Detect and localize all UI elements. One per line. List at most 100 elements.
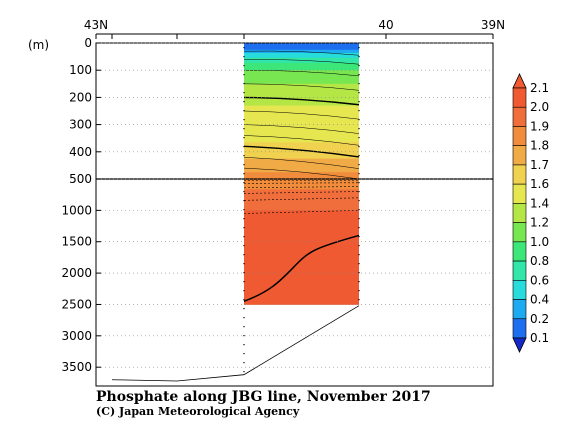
contour-line — [243, 156, 360, 169]
station-dots — [243, 47, 360, 373]
sample-dot — [358, 146, 360, 148]
bathymetry-path — [111, 305, 360, 382]
sample-dot — [243, 173, 245, 175]
section-band — [244, 43, 359, 45]
colorbar-label: 1.4 — [530, 196, 549, 210]
section-band — [244, 56, 359, 59]
section-band — [244, 156, 359, 159]
contour-line — [243, 110, 360, 120]
section-band — [244, 45, 359, 47]
sample-dot — [243, 191, 245, 193]
sample-dot — [243, 335, 245, 337]
colorbar: 2.1 2.0 1.9 1.8 1.7 1.6 1.4 1.2 1.0 0.8 0.6 0.4 0.2 0… — [512, 73, 549, 353]
sample-dot — [358, 299, 360, 301]
sample-dot — [243, 245, 245, 247]
contour-line-dashed — [243, 182, 360, 184]
section-band — [244, 210, 359, 227]
colorbar-box — [512, 87, 527, 108]
sample-dot — [243, 200, 245, 202]
depth-unit-label: (m) — [28, 38, 49, 52]
colorbar-label: 1.6 — [530, 177, 549, 191]
sample-dot — [243, 74, 245, 76]
colorbar-label: 0.8 — [530, 254, 549, 268]
sample-dot — [243, 47, 245, 49]
contour-line — [243, 145, 360, 158]
section-band — [244, 273, 359, 290]
bathymetry-line — [111, 305, 360, 382]
sample-dot — [243, 236, 245, 238]
section-band — [244, 90, 359, 94]
section-band — [244, 102, 359, 106]
section-band — [244, 163, 359, 166]
sample-dot — [243, 326, 245, 328]
sample-dot — [358, 281, 360, 283]
sample-dot — [243, 146, 245, 148]
section-band — [244, 176, 359, 180]
depth-axis-ticks: 0 100 200 300 400 500 1000 1500 2000 2500 3000 3500 — [61, 36, 493, 374]
sample-dot — [243, 182, 245, 184]
section-band — [244, 108, 359, 112]
contour-line — [243, 50, 360, 56]
depth-tick-label: 3000 — [61, 329, 92, 343]
contour-lines — [243, 50, 360, 303]
sample-dot — [358, 92, 360, 94]
sample-dot — [358, 200, 360, 202]
section-band — [244, 129, 359, 134]
sample-dot — [243, 263, 245, 265]
colorbar-label: 2.0 — [530, 100, 549, 114]
sample-dot — [358, 236, 360, 238]
section-band — [244, 105, 359, 109]
sample-dot — [243, 65, 245, 67]
colorbar-label: 0.4 — [530, 293, 549, 307]
section-band — [244, 83, 359, 87]
depth-tick-label: 100 — [69, 63, 92, 77]
section-band — [244, 165, 359, 169]
sample-dot — [358, 155, 360, 157]
section-band — [244, 142, 359, 146]
sample-dot — [358, 74, 360, 76]
section-band — [244, 77, 359, 80]
top-tick-label: 40 — [378, 18, 393, 32]
section-band — [244, 154, 359, 157]
section-band — [244, 123, 359, 127]
section-band — [244, 116, 359, 121]
contour-line — [243, 167, 360, 180]
sample-dot — [243, 128, 245, 130]
section-band — [244, 113, 359, 118]
colorbar-label: 1.9 — [530, 119, 549, 133]
depth-tick-label: 2000 — [61, 266, 92, 280]
section-band — [244, 61, 359, 64]
contour-line — [243, 124, 360, 134]
section-band — [244, 52, 359, 55]
sample-dot — [243, 290, 245, 292]
colorbar-box — [512, 126, 527, 146]
depth-tick-label: 300 — [69, 118, 92, 132]
sample-dot — [243, 56, 245, 58]
sample-dot — [243, 155, 245, 157]
sample-dot — [243, 164, 245, 166]
colorbar-label: 1.7 — [530, 158, 549, 172]
depth-tick-label: 400 — [69, 145, 92, 159]
section-band — [244, 151, 359, 155]
section-band — [244, 64, 359, 67]
section-band — [244, 100, 359, 104]
contour-line — [243, 83, 360, 91]
sample-dot — [243, 317, 245, 319]
section-band — [244, 174, 359, 178]
contour-line-dashed — [243, 186, 360, 189]
depth-tick-label: 3500 — [61, 360, 92, 374]
sample-dot — [358, 83, 360, 85]
sample-dot — [358, 173, 360, 175]
sample-dot — [358, 128, 360, 130]
sample-dot — [358, 290, 360, 292]
section-band — [244, 88, 359, 91]
colorbar-box — [512, 299, 527, 320]
colorbar-box — [512, 222, 527, 243]
colorbar-box — [512, 280, 527, 300]
colorbar-max-triangle — [512, 73, 527, 89]
chart-title: Phosphate along JBG line, November 2017 — [96, 389, 431, 405]
contour-line — [243, 96, 360, 106]
sample-dot — [358, 227, 360, 229]
sample-dot — [358, 272, 360, 274]
